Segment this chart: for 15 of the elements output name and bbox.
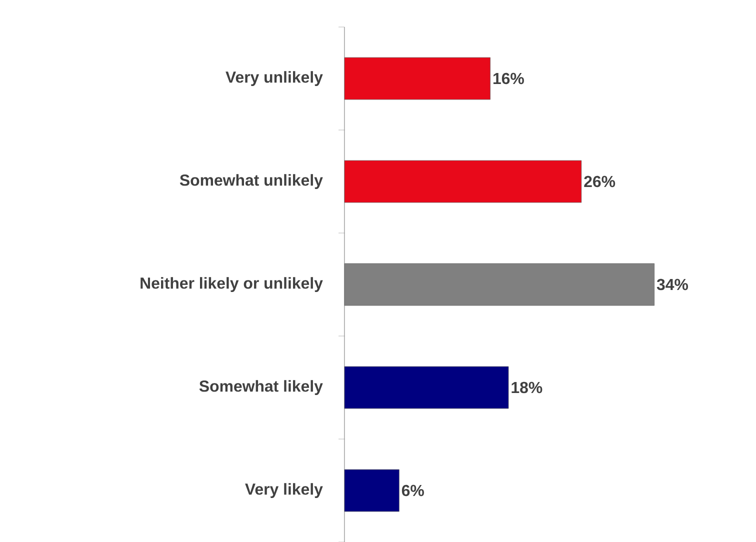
bar (344, 160, 582, 203)
y-tick-label: Somewhat likely (199, 380, 323, 395)
y-tick-label: Very unlikely (226, 70, 323, 86)
bar (344, 263, 655, 306)
data-label: 6% (402, 484, 424, 496)
y-tick-label: Very likely (245, 482, 323, 498)
data-label: 26% (584, 176, 616, 188)
y-tick-label: Neither likely or unlikely (140, 276, 323, 292)
data-label: 34% (656, 278, 688, 290)
y-tick-label: Somewhat unlikely (180, 174, 323, 189)
data-label: 16% (493, 72, 524, 84)
bar (344, 57, 490, 100)
bar (344, 366, 509, 409)
bar (344, 469, 400, 512)
data-label: 18% (512, 382, 542, 394)
